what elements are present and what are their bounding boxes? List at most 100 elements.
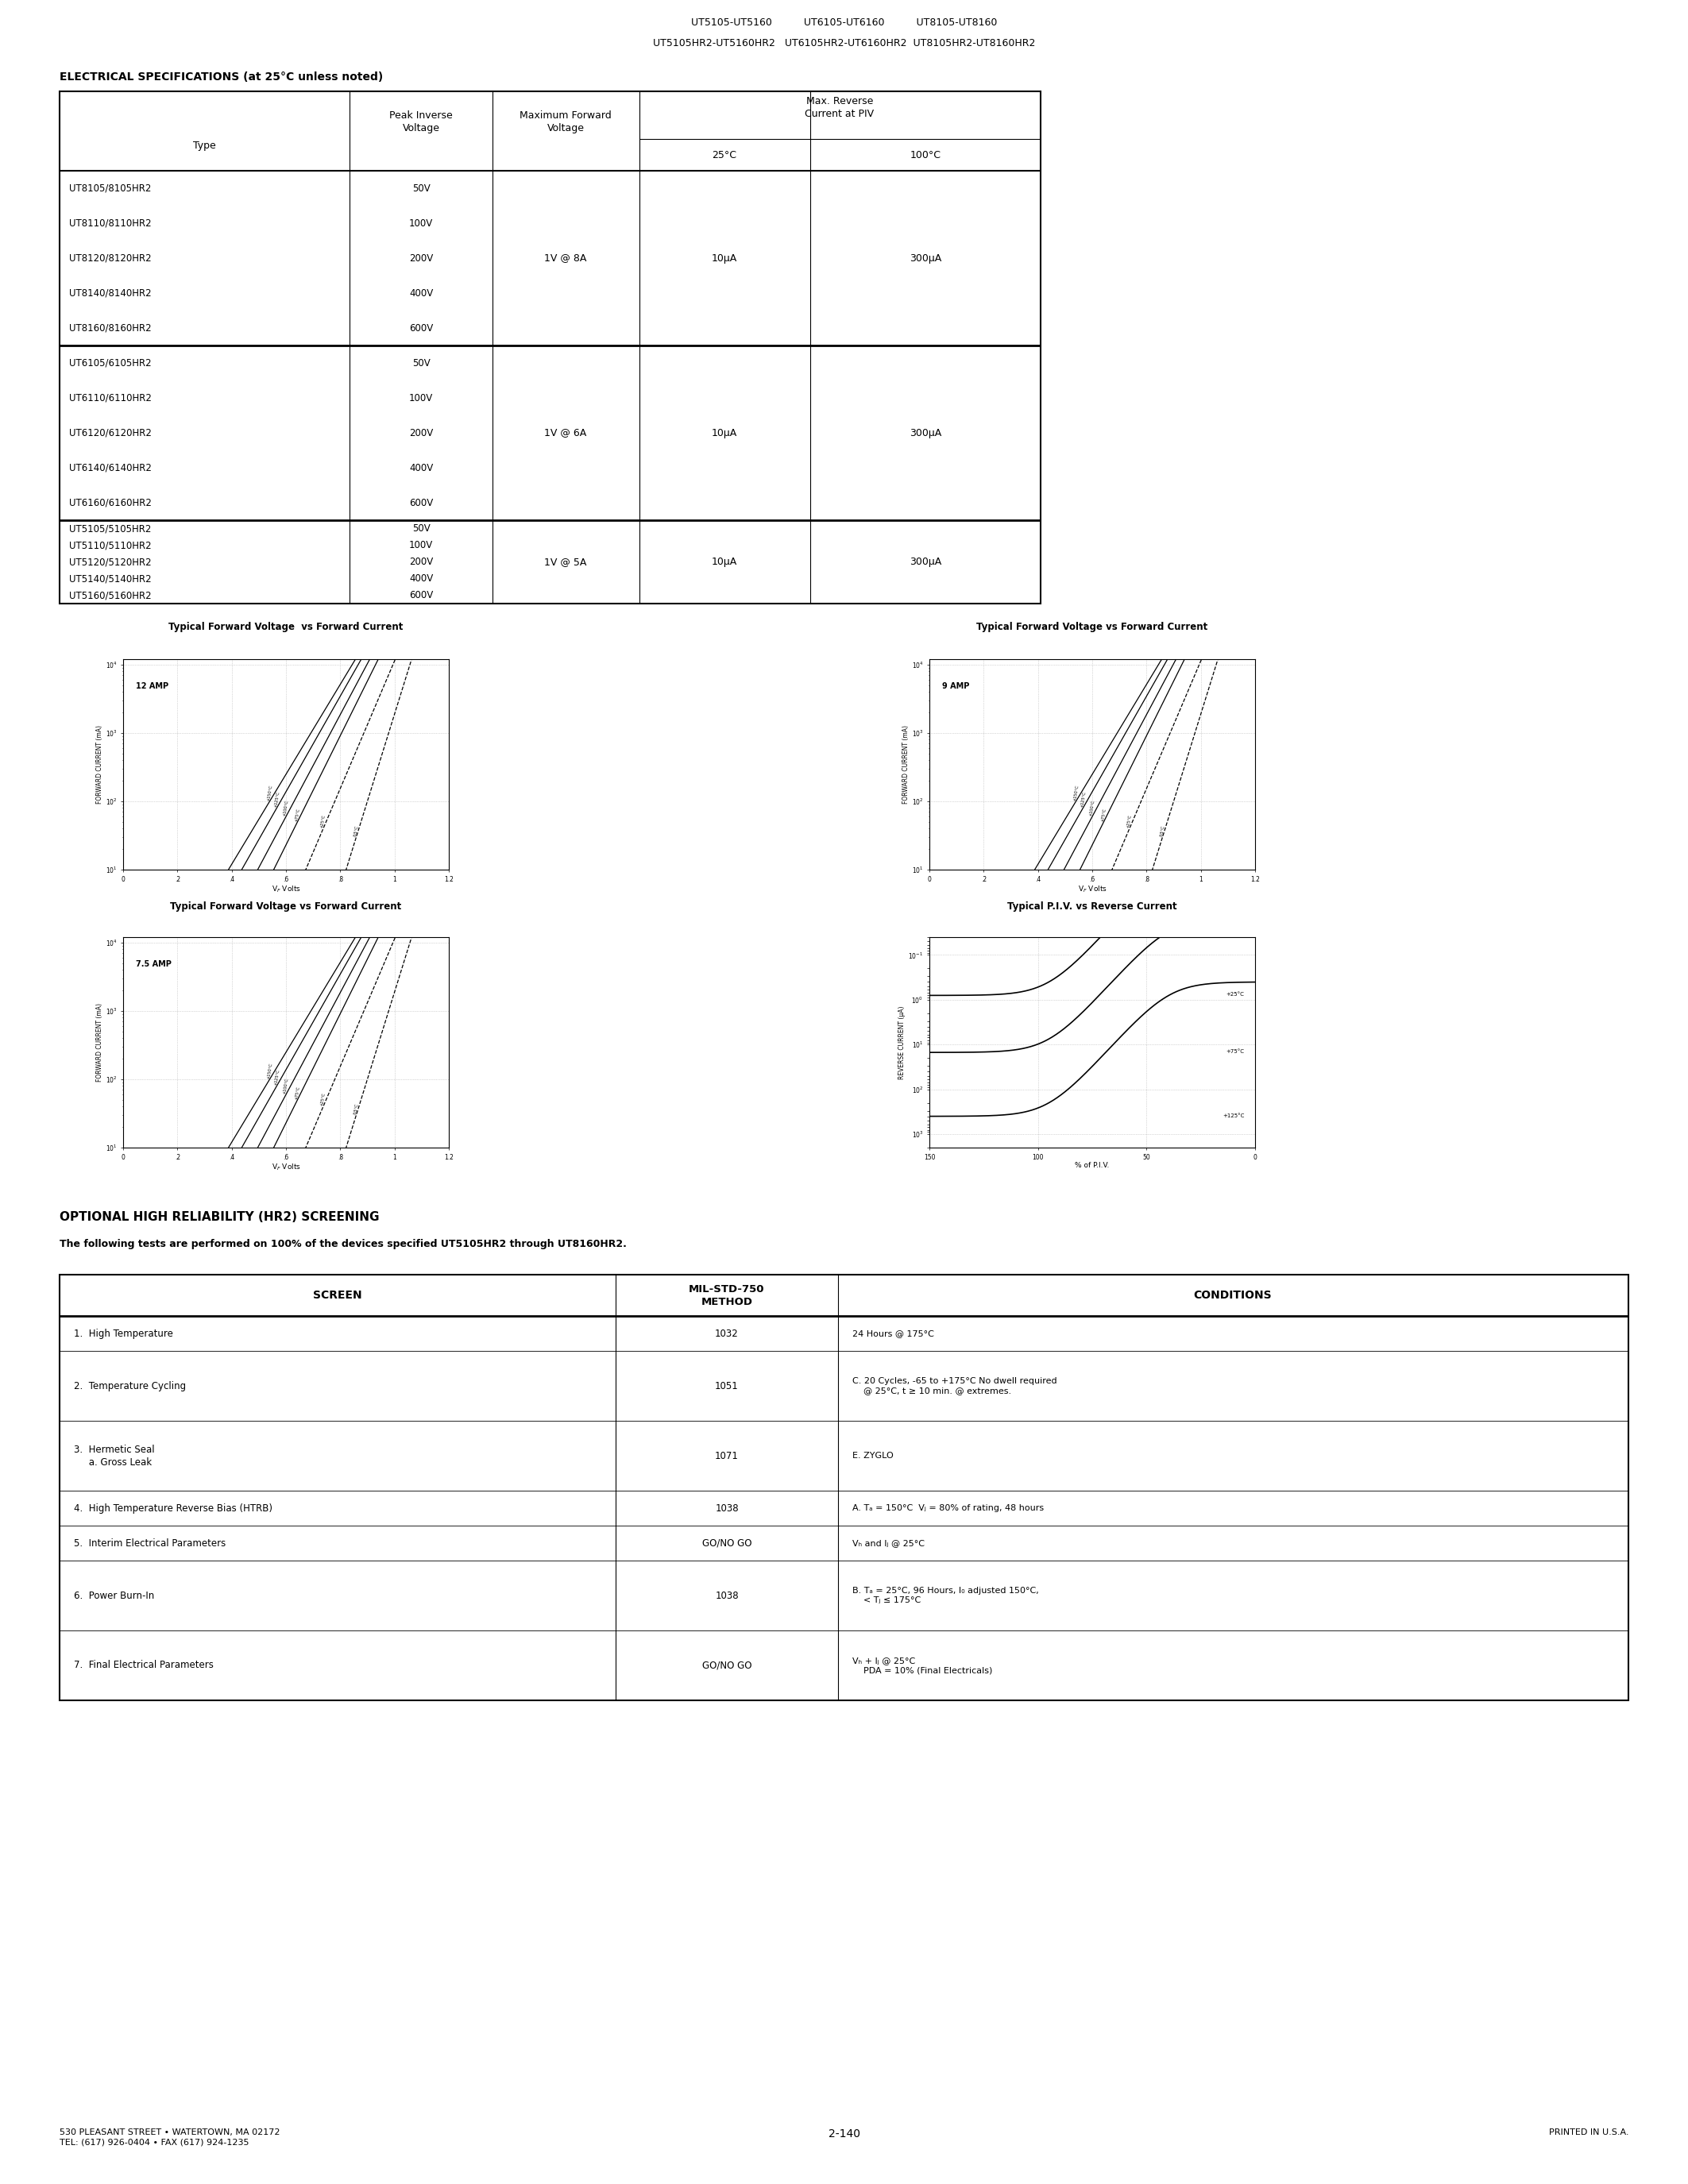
Text: 7.  Final Electrical Parameters: 7. Final Electrical Parameters — [74, 1660, 214, 1671]
Text: -55°C: -55°C — [353, 826, 360, 836]
Text: 25°C: 25°C — [712, 151, 736, 159]
Text: 1V @ 8A: 1V @ 8A — [544, 253, 587, 264]
Text: C. 20 Cycles, -65 to +175°C No dwell required
    @ 25°C, t ≥ 10 min. @ extremes: C. 20 Cycles, -65 to +175°C No dwell req… — [852, 1376, 1057, 1396]
Text: UT5160/5160HR2: UT5160/5160HR2 — [69, 590, 152, 601]
Text: +75°C: +75°C — [294, 808, 300, 821]
Text: 100V: 100V — [408, 539, 434, 550]
Text: +25°C: +25°C — [321, 1092, 326, 1107]
Text: +125°C: +125°C — [273, 1068, 280, 1085]
Text: 200V: 200V — [408, 557, 434, 568]
Text: MIL-STD-750
METHOD: MIL-STD-750 METHOD — [689, 1284, 765, 1306]
Text: 300μA: 300μA — [910, 428, 942, 439]
Text: UT8120/8120HR2: UT8120/8120HR2 — [69, 253, 152, 264]
Text: ELECTRICAL SPECIFICATIONS (at 25°C unless noted): ELECTRICAL SPECIFICATIONS (at 25°C unles… — [59, 72, 383, 83]
Text: -55°C: -55°C — [353, 1103, 360, 1116]
Text: 300μA: 300μA — [910, 253, 942, 264]
Text: 10μA: 10μA — [712, 557, 738, 568]
Text: 9 AMP: 9 AMP — [942, 681, 969, 690]
Text: Vₕ and Iⱼ @ 25°C: Vₕ and Iⱼ @ 25°C — [852, 1540, 925, 1546]
Text: Max. Reverse
Current at PIV: Max. Reverse Current at PIV — [805, 96, 874, 118]
Text: +150°C: +150°C — [267, 1061, 273, 1079]
Text: 6.  Power Burn-In: 6. Power Burn-In — [74, 1590, 154, 1601]
Text: 24 Hours @ 175°C: 24 Hours @ 175°C — [852, 1330, 933, 1337]
Text: 300μA: 300μA — [910, 557, 942, 568]
Text: UT6105/6105HR2: UT6105/6105HR2 — [69, 358, 152, 369]
Text: UT5110/5110HR2: UT5110/5110HR2 — [69, 539, 152, 550]
Text: 12 AMP: 12 AMP — [137, 681, 169, 690]
Text: 400V: 400V — [408, 288, 434, 299]
Text: +125°C: +125°C — [1080, 791, 1087, 808]
Text: UT6140/6140HR2: UT6140/6140HR2 — [69, 463, 152, 474]
Text: 10μA: 10μA — [712, 253, 738, 264]
Text: Typical P.I.V. vs Reverse Current: Typical P.I.V. vs Reverse Current — [1008, 902, 1177, 911]
Text: +100°C: +100°C — [282, 799, 289, 817]
Y-axis label: FORWARD CURRENT (mA): FORWARD CURRENT (mA) — [96, 725, 103, 804]
Text: UT5105/5105HR2: UT5105/5105HR2 — [69, 524, 152, 533]
Text: +75°C: +75°C — [294, 1085, 300, 1101]
Text: +100°C: +100°C — [1089, 799, 1096, 817]
Text: E. ZYGLO: E. ZYGLO — [852, 1452, 893, 1459]
Text: SCREEN: SCREEN — [314, 1291, 361, 1302]
Text: UT5105-UT5160          UT6105-UT6160          UT8105-UT8160: UT5105-UT5160 UT6105-UT6160 UT8105-UT816… — [690, 17, 998, 28]
Text: B. Tₐ = 25°C, 96 Hours, I₀ adjusted 150°C,
    < Tⱼ ≤ 175°C: B. Tₐ = 25°C, 96 Hours, I₀ adjusted 150°… — [852, 1586, 1038, 1605]
Text: UT5105HR2-UT5160HR2   UT6105HR2-UT6160HR2  UT8105HR2-UT8160HR2: UT5105HR2-UT5160HR2 UT6105HR2-UT6160HR2 … — [653, 37, 1035, 48]
Text: A. Tₐ = 150°C  Vⱼ = 80% of rating, 48 hours: A. Tₐ = 150°C Vⱼ = 80% of rating, 48 hou… — [852, 1505, 1043, 1511]
Text: 1.  High Temperature: 1. High Temperature — [74, 1328, 174, 1339]
X-axis label: V$_F$ Volts: V$_F$ Volts — [272, 885, 300, 893]
Text: 400V: 400V — [408, 574, 434, 583]
Text: 50V: 50V — [412, 524, 430, 533]
Text: 1071: 1071 — [716, 1450, 739, 1461]
Bar — [59, 92, 1040, 603]
Text: +125°C: +125°C — [1222, 1114, 1244, 1118]
Text: 4.  High Temperature Reverse Bias (HTRB): 4. High Temperature Reverse Bias (HTRB) — [74, 1503, 272, 1514]
Text: Typical Forward Voltage vs Forward Current: Typical Forward Voltage vs Forward Curre… — [170, 902, 402, 911]
Text: -55°C: -55°C — [1160, 826, 1165, 836]
X-axis label: V$_F$ Volts: V$_F$ Volts — [1077, 885, 1107, 893]
Bar — [59, 1275, 1629, 1701]
Text: +100°C: +100°C — [282, 1077, 289, 1094]
Text: 530 PLEASANT STREET • WATERTOWN, MA 02172
TEL: (617) 926-0404 • FAX (617) 924-12: 530 PLEASANT STREET • WATERTOWN, MA 0217… — [59, 2129, 280, 2147]
X-axis label: % of P.I.V.: % of P.I.V. — [1075, 1162, 1109, 1168]
Y-axis label: REVERSE CURRENT (μA): REVERSE CURRENT (μA) — [898, 1005, 906, 1079]
Text: 100V: 100V — [408, 218, 434, 229]
X-axis label: V$_F$ Volts: V$_F$ Volts — [272, 1162, 300, 1173]
Text: 50V: 50V — [412, 183, 430, 194]
Text: 1032: 1032 — [716, 1328, 739, 1339]
Text: +25°C: +25°C — [321, 815, 326, 828]
Text: +125°C: +125°C — [273, 791, 280, 808]
Text: +150°C: +150°C — [1072, 784, 1079, 802]
Text: 1V @ 5A: 1V @ 5A — [544, 557, 587, 568]
Text: UT8105/8105HR2: UT8105/8105HR2 — [69, 183, 152, 194]
Text: Type: Type — [192, 140, 216, 151]
Text: CONDITIONS: CONDITIONS — [1193, 1291, 1273, 1302]
Text: UT6110/6110HR2: UT6110/6110HR2 — [69, 393, 152, 404]
Text: 2-140: 2-140 — [829, 2129, 859, 2140]
Text: 200V: 200V — [408, 253, 434, 264]
Text: 1038: 1038 — [716, 1503, 739, 1514]
Text: 1038: 1038 — [716, 1590, 739, 1601]
Text: 100°C: 100°C — [910, 151, 940, 159]
Text: 200V: 200V — [408, 428, 434, 439]
Text: 1V @ 6A: 1V @ 6A — [545, 428, 587, 439]
Text: 1051: 1051 — [716, 1380, 739, 1391]
Text: UT5120/5120HR2: UT5120/5120HR2 — [69, 557, 152, 568]
Text: Vₕ + Iⱼ @ 25°C
    PDA = 10% (Final Electricals): Vₕ + Iⱼ @ 25°C PDA = 10% (Final Electric… — [852, 1655, 993, 1675]
Text: Maximum Forward
Voltage: Maximum Forward Voltage — [520, 109, 611, 133]
Text: Peak Inverse
Voltage: Peak Inverse Voltage — [390, 109, 452, 133]
Text: GO/NO GO: GO/NO GO — [702, 1538, 751, 1548]
Text: UT5140/5140HR2: UT5140/5140HR2 — [69, 574, 152, 583]
Text: UT8140/8140HR2: UT8140/8140HR2 — [69, 288, 152, 299]
Text: 3.  Hermetic Seal
     a. Gross Leak: 3. Hermetic Seal a. Gross Leak — [74, 1444, 155, 1468]
Text: PRINTED IN U.S.A.: PRINTED IN U.S.A. — [1548, 2129, 1629, 2136]
Text: 10μA: 10μA — [712, 428, 738, 439]
Text: The following tests are performed on 100% of the devices specified UT5105HR2 thr: The following tests are performed on 100… — [59, 1238, 626, 1249]
Text: +75°C: +75°C — [1225, 1048, 1244, 1055]
Text: Typical Forward Voltage vs Forward Current: Typical Forward Voltage vs Forward Curre… — [977, 622, 1209, 631]
Text: UT8160/8160HR2: UT8160/8160HR2 — [69, 323, 152, 334]
Text: UT6160/6160HR2: UT6160/6160HR2 — [69, 498, 152, 509]
Y-axis label: FORWARD CURRENT (mA): FORWARD CURRENT (mA) — [96, 1002, 103, 1081]
Text: 600V: 600V — [408, 498, 434, 509]
Text: 5.  Interim Electrical Parameters: 5. Interim Electrical Parameters — [74, 1538, 226, 1548]
Text: GO/NO GO: GO/NO GO — [702, 1660, 751, 1671]
Text: 600V: 600V — [408, 590, 434, 601]
